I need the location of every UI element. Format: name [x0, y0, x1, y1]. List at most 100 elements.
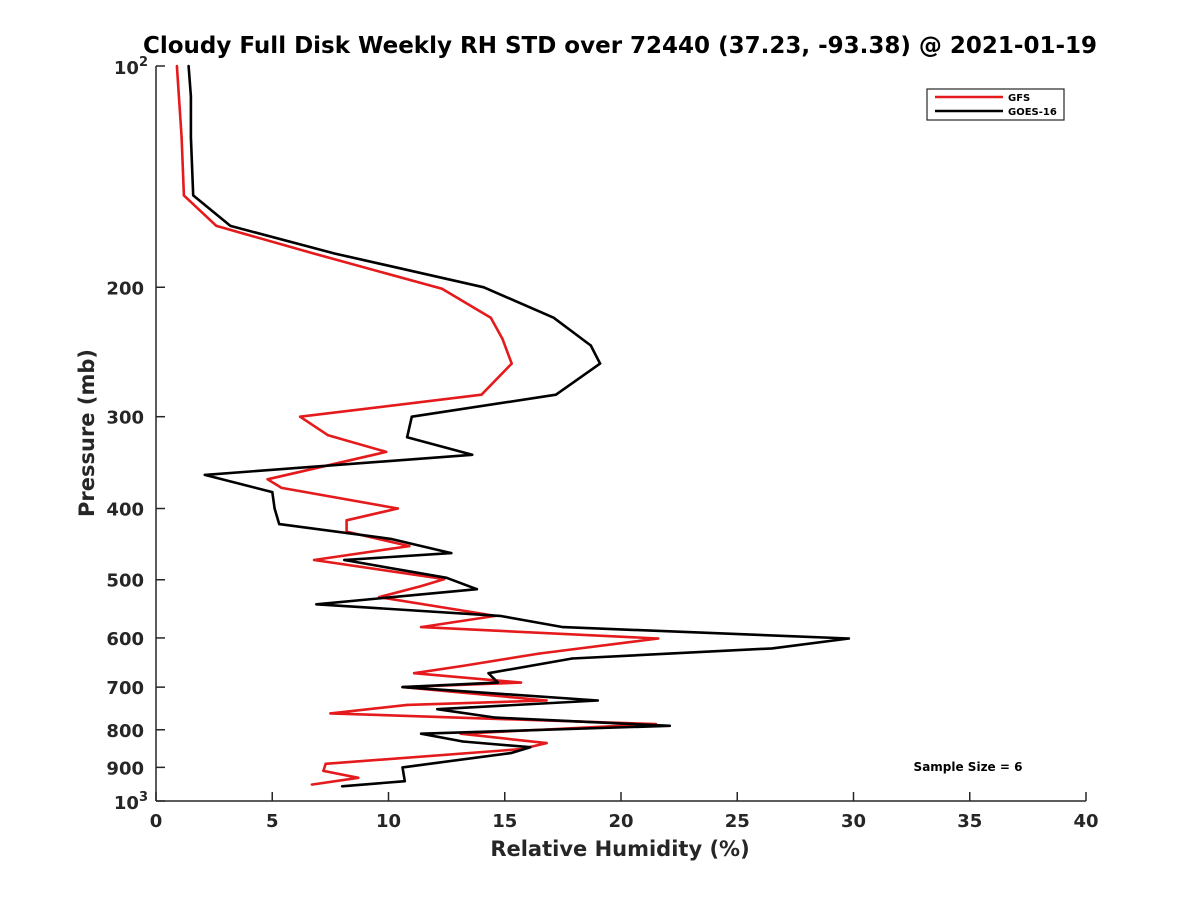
- data-point: [410, 415, 413, 418]
- data-point: [401, 766, 404, 769]
- data-point: [229, 224, 232, 228]
- x-tick-label: 35: [957, 811, 982, 832]
- data-point: [403, 780, 406, 783]
- data-point: [324, 762, 327, 765]
- data-point: [419, 584, 423, 588]
- data-point: [589, 344, 592, 347]
- data-point: [343, 558, 346, 562]
- data-point: [494, 716, 497, 719]
- y-tick-label: 103: [114, 790, 148, 814]
- x-tick-label: 10: [376, 811, 401, 832]
- y-tick-label: 300: [106, 408, 144, 429]
- series-line: [187, 65, 851, 788]
- legend-label: GOES-16: [1008, 107, 1057, 118]
- legend-box: [926, 88, 1065, 121]
- sample-size-annotation: Sample Size = 6: [914, 760, 1023, 774]
- data-point: [385, 450, 388, 454]
- data-point: [510, 751, 513, 755]
- data-point: [187, 64, 190, 68]
- data-point: [312, 558, 316, 562]
- x-tick-label: 0: [150, 811, 163, 832]
- data-point: [461, 740, 465, 743]
- data-point: [519, 681, 523, 684]
- y-tick-label: 200: [106, 278, 144, 299]
- data-point: [496, 681, 499, 684]
- data-point: [271, 490, 274, 494]
- data-point: [278, 522, 281, 526]
- data-point: [266, 478, 269, 481]
- data-point: [436, 708, 439, 711]
- y-tick-label: 700: [106, 678, 144, 699]
- data-point: [333, 252, 337, 255]
- x-tick-label: 20: [608, 811, 633, 832]
- data-point: [450, 551, 453, 555]
- y-axis-label: Pressure (mb): [75, 349, 99, 517]
- data-point: [192, 194, 195, 197]
- y-tick-label: 900: [106, 758, 144, 779]
- data-point: [501, 337, 504, 340]
- data-point: [770, 647, 774, 650]
- data-point: [487, 672, 490, 675]
- y-tick-label: 800: [106, 721, 144, 742]
- data-point: [489, 316, 492, 319]
- x-tick-label: 15: [492, 811, 517, 832]
- data-point: [545, 741, 548, 745]
- data-point: [396, 507, 399, 510]
- data-point: [312, 252, 316, 255]
- data-point: [329, 712, 332, 715]
- data-point: [529, 746, 532, 749]
- data-point: [203, 473, 206, 477]
- data-point: [480, 393, 483, 396]
- series-line: [175, 65, 660, 786]
- data-point: [401, 685, 404, 689]
- data-point: [552, 316, 555, 319]
- chart-title: Cloudy Full Disk Weekly RH STD over 7244…: [143, 33, 1097, 59]
- data-point: [445, 576, 448, 579]
- data-point: [408, 544, 411, 548]
- data-point: [322, 769, 325, 773]
- data-point: [596, 699, 599, 702]
- data-point: [412, 672, 416, 675]
- data-point: [340, 785, 344, 788]
- data-point: [326, 434, 330, 437]
- data-point: [273, 507, 276, 510]
- data-point: [280, 486, 283, 490]
- data-point: [482, 286, 485, 289]
- x-tick-label: 25: [725, 811, 750, 832]
- data-point: [298, 415, 302, 418]
- data-point: [461, 664, 465, 668]
- data-point: [389, 537, 392, 541]
- series-gfs: [175, 64, 660, 786]
- x-axis-label: Relative Humidity (%): [490, 837, 749, 861]
- data-point: [561, 625, 565, 629]
- data-point: [182, 194, 186, 197]
- data-point: [598, 362, 602, 365]
- x-tick-label: 40: [1073, 811, 1098, 832]
- series-goes-16: [187, 64, 851, 788]
- data-point: [405, 436, 409, 439]
- legend: GFS GOES-16: [926, 88, 1065, 121]
- y-tick-label: 102: [114, 55, 148, 79]
- x-tick-label: 5: [266, 811, 279, 832]
- data-point: [345, 519, 348, 522]
- y-tick-label: 500: [106, 571, 144, 592]
- data-point: [510, 362, 513, 365]
- data-point: [315, 603, 318, 606]
- y-tick-label: 400: [106, 500, 144, 521]
- data-point: [538, 652, 541, 655]
- data-point: [357, 776, 360, 779]
- data-point: [419, 625, 423, 629]
- data-point: [545, 699, 548, 702]
- data-point: [440, 287, 444, 290]
- data-point: [498, 614, 502, 618]
- y-tick-label: 600: [106, 629, 144, 650]
- data-point: [471, 453, 474, 456]
- data-point: [657, 637, 660, 640]
- data-point: [475, 588, 479, 591]
- axes: 0 5 10 15 20 25 30 35 40 102 200 300 400 500 600 700 800…: [106, 55, 1098, 832]
- x-tick-label: 30: [841, 811, 866, 832]
- data-point: [310, 783, 313, 786]
- data-point: [180, 136, 183, 139]
- data-point: [419, 732, 423, 735]
